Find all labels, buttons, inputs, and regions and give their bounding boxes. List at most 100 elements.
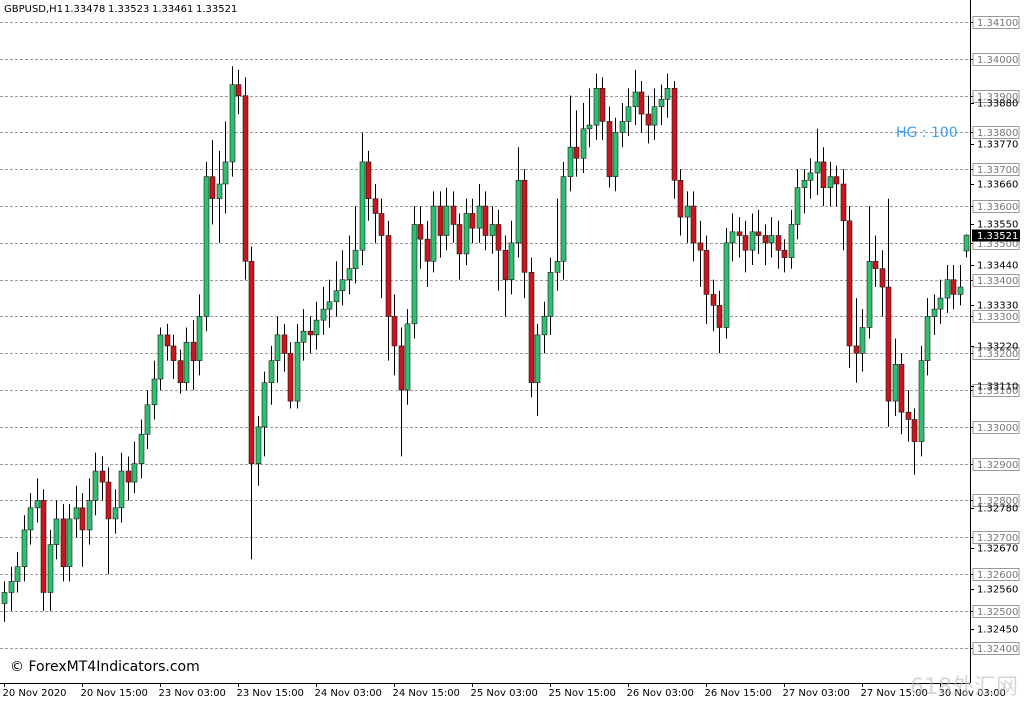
candle-body: [658, 99, 665, 108]
candle-body: [736, 231, 743, 236]
candle-body: [924, 316, 931, 361]
candle-body: [697, 242, 704, 251]
candle-body: [931, 308, 938, 317]
candle-body: [196, 316, 203, 361]
candle-body: [333, 290, 340, 303]
current-price-label: 1.33521: [977, 231, 1018, 242]
candle-body: [781, 249, 788, 258]
candle-body: [911, 419, 918, 442]
y-tick-label: 1.32800: [977, 496, 1018, 507]
candle-body: [411, 224, 418, 325]
candle-body: [99, 470, 106, 483]
candle-body: [645, 113, 652, 126]
candle-body: [346, 268, 353, 280]
candle-body: [508, 242, 515, 280]
candle-body: [27, 507, 34, 531]
candle-body: [944, 279, 951, 299]
y-axis-label: 1.33220: [977, 342, 1018, 353]
candle-body: [326, 301, 333, 310]
candle-body: [528, 272, 535, 384]
candle-body: [281, 334, 288, 354]
candle-body: [40, 500, 47, 593]
y-tick-label: 1.33800: [977, 128, 1018, 139]
x-tick-label: 20 Nov 15:00: [81, 688, 148, 699]
candle-body: [710, 294, 717, 306]
candle-body: [495, 224, 502, 251]
candle-body: [567, 146, 574, 177]
watermark: © ForexMT4Indicators.com: [10, 659, 200, 675]
labels: 1.34100 1.34000 1.33900 1.33800 1.33700 1.336…: [3, 16, 1020, 699]
grid: [0, 22, 970, 649]
candle-body: [762, 235, 769, 244]
y-tick-box: [972, 642, 1020, 655]
candle-body: [190, 341, 197, 361]
header-high: 1.33523: [108, 4, 149, 15]
candle-body: [209, 176, 216, 200]
y-tick-box: [972, 347, 1020, 360]
y-tick-box: [972, 494, 1020, 507]
x-tick-label: 27 Nov 15:00: [861, 688, 928, 699]
candle-body: [593, 88, 600, 126]
candle-body: [222, 161, 229, 185]
candle-body: [469, 213, 476, 229]
candle-body: [586, 124, 593, 130]
y-axis-label: 1.33770: [977, 140, 1018, 151]
candle-body: [151, 378, 158, 406]
candle-body: [677, 180, 684, 218]
candle-body: [339, 279, 346, 292]
candle-body: [229, 84, 236, 163]
candle-body: [879, 268, 886, 288]
candle-body: [391, 316, 398, 347]
candle-body: [794, 187, 801, 225]
x-tick-label: 26 Nov 15:00: [705, 688, 772, 699]
candle-body: [21, 529, 28, 568]
candle-body: [541, 316, 548, 336]
y-axis-label: 1.33330: [977, 301, 1018, 312]
candle-body: [118, 470, 125, 509]
candle-body: [671, 88, 678, 181]
candle-body: [918, 360, 925, 442]
candle-body: [131, 463, 138, 483]
y-tick-label: 1.32900: [977, 460, 1018, 471]
candle-body: [14, 566, 21, 582]
y-tick-label: 1.33600: [977, 202, 1018, 213]
candle-body: [521, 180, 528, 273]
candle-body: [885, 286, 892, 402]
y-tick-label: 1.32400: [977, 644, 1018, 655]
candle-body: [53, 518, 60, 545]
y-tick-box: [972, 274, 1020, 287]
y-tick-box: [972, 16, 1020, 29]
candle-body: [840, 183, 847, 222]
candle-body: [144, 404, 151, 435]
candle-body: [638, 91, 645, 115]
candle-body: [833, 176, 840, 185]
y-axis-label: 1.32560: [977, 585, 1018, 596]
candle-body: [957, 286, 964, 295]
x-tick-label: 23 Nov 03:00: [159, 688, 226, 699]
candle-body: [814, 161, 821, 174]
y-tick-label: 1.32700: [977, 533, 1018, 544]
candle-body: [742, 235, 749, 251]
candle-body: [60, 518, 67, 568]
candle-body: [261, 382, 268, 428]
candle-body: [612, 132, 619, 177]
y-tick-box: [972, 53, 1020, 66]
candle-body: [430, 205, 437, 262]
candle-body: [859, 327, 866, 354]
header-close: 1.33521: [196, 4, 237, 15]
candle-body: [183, 341, 190, 384]
candle-body: [417, 224, 424, 240]
candle-body: [105, 481, 112, 520]
candle-body: [489, 224, 496, 236]
y-tick-label: 1.34100: [977, 18, 1018, 29]
y-tick-box: [972, 310, 1020, 323]
candle-body: [463, 213, 470, 255]
candle-body: [482, 205, 489, 236]
candle-body: [8, 581, 15, 593]
candle-body: [372, 198, 379, 214]
annotation: HG : 100: [896, 125, 958, 141]
candle-body: [619, 121, 626, 133]
candle-body: [255, 426, 262, 464]
